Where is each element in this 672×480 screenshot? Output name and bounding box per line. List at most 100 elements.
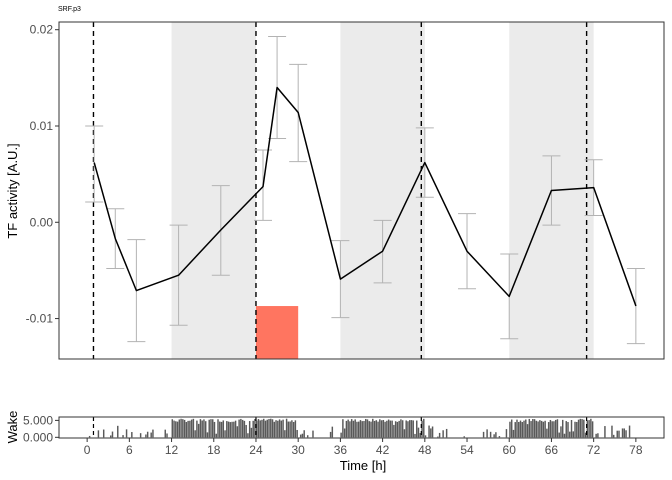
plot-title: SRF.p3 — [58, 6, 81, 13]
wake-bar — [301, 433, 304, 438]
x-axis-title: Time [h] — [340, 458, 386, 473]
wake-bar — [623, 428, 626, 438]
wake-bar — [252, 420, 254, 438]
wake-bar — [217, 419, 219, 438]
wake-bar — [408, 420, 411, 438]
wake-bar — [495, 432, 497, 438]
wake-bar — [226, 421, 228, 438]
wake-bar — [233, 421, 235, 438]
dark-period-shade — [171, 22, 256, 359]
wake-bar — [215, 433, 217, 438]
wake-bar — [528, 418, 531, 438]
wake-bar — [482, 431, 485, 438]
series-line — [93, 86, 637, 307]
wake-bar — [196, 420, 198, 438]
wake-bar — [197, 423, 200, 438]
x-tick-label: 24 — [249, 443, 263, 457]
wake-bar — [516, 419, 518, 438]
wake-bar — [285, 418, 288, 438]
wake-bar — [567, 422, 569, 438]
wake-bar — [591, 421, 594, 438]
wake-bar — [551, 421, 553, 438]
x-tick-label: 48 — [418, 443, 432, 457]
wake-bar — [375, 420, 378, 438]
wake-bar — [431, 426, 434, 438]
wake-bar — [255, 420, 258, 438]
wake-bar — [229, 422, 232, 438]
wake-bar — [379, 419, 381, 438]
wake-bar — [489, 431, 492, 438]
wake-bar — [625, 430, 627, 438]
wake-bar — [382, 420, 385, 438]
wake-bar — [176, 421, 179, 438]
wake-bar — [331, 426, 334, 438]
wake-bar — [357, 421, 360, 438]
wake-bar — [171, 419, 174, 438]
wake-bar — [234, 420, 237, 438]
y-tick-label: 0.01 — [30, 119, 54, 133]
wake-bar — [97, 430, 100, 438]
wake-bar — [419, 433, 421, 438]
x-tick-label: 36 — [334, 443, 348, 457]
wake-bar — [493, 434, 495, 438]
x-tick-label: 42 — [376, 443, 390, 457]
wake-bar — [370, 421, 372, 438]
wake-bar — [414, 433, 416, 438]
wake-bar — [521, 422, 524, 438]
wake-bar — [270, 418, 272, 438]
wake-bar — [245, 424, 247, 438]
wake-bar — [442, 430, 444, 438]
wake-bar — [125, 429, 128, 438]
wake-bar — [423, 418, 425, 438]
wake-bar — [590, 418, 592, 438]
wake-bar — [356, 421, 358, 438]
wake-bar — [277, 420, 279, 438]
wake-bar — [532, 419, 534, 438]
wake-bar — [412, 420, 414, 438]
wake-y-tick-label: 5.000 — [23, 413, 53, 427]
wake-panel: 0.000 5.000 0 6 12 18 24 30 36 42 48 54 60 66 72 78 — [23, 413, 665, 457]
x-tick-label: 72 — [587, 443, 601, 457]
wake-bar — [437, 436, 439, 438]
wake-bar — [421, 420, 423, 438]
wake-bar — [150, 432, 152, 438]
wake-bar — [612, 434, 615, 438]
wake-bar — [505, 429, 508, 438]
wake-bar — [391, 420, 393, 438]
wake-bar — [222, 420, 225, 438]
wake-bar — [257, 419, 260, 438]
wake-bar — [540, 420, 543, 438]
wake-bar — [577, 419, 580, 438]
wake-bar — [166, 433, 168, 438]
wake-bar — [247, 433, 249, 438]
wake-bar — [236, 426, 239, 438]
x-tick-label: 66 — [545, 443, 559, 457]
wake-bar — [430, 428, 432, 438]
wake-bar — [553, 421, 555, 438]
wake-bar — [401, 420, 404, 438]
wake-bar — [194, 430, 196, 438]
wake-bar — [565, 421, 567, 438]
wake-bar — [180, 418, 182, 438]
wake-bar — [530, 421, 532, 438]
wake-bar — [264, 420, 267, 438]
wake-bar — [526, 424, 529, 438]
wake-bar — [250, 427, 253, 438]
wake-bar — [306, 435, 309, 438]
x-tick-label: 60 — [503, 443, 517, 457]
x-tick-label: 54 — [460, 443, 474, 457]
wake-bar — [544, 420, 546, 438]
wake-bar — [556, 419, 559, 438]
wake-bar — [248, 421, 251, 438]
wake-bar — [287, 421, 290, 438]
wake-bar — [597, 433, 599, 438]
wake-bar — [400, 419, 402, 438]
highlight-bar — [255, 306, 299, 359]
wake-bar — [189, 420, 191, 438]
wake-bar — [519, 420, 522, 438]
wake-bar — [416, 420, 418, 438]
wake-bar — [289, 421, 291, 438]
y-axis-title: TF activity [A.U.] — [5, 143, 20, 238]
y-tick-label: 0.02 — [30, 23, 54, 37]
wake-bar — [303, 430, 305, 438]
